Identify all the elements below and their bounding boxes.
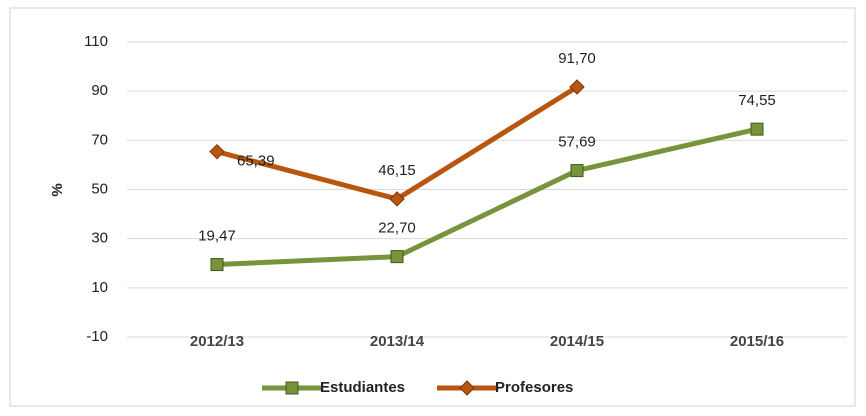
y-tick-label: 10: [91, 279, 108, 296]
x-tick-label: 2012/13: [190, 333, 244, 350]
data-label: 22,70: [378, 220, 416, 237]
x-tick-label: 2015/16: [730, 333, 784, 350]
marker: [570, 164, 584, 178]
marker: [569, 79, 585, 95]
data-label: 74,55: [738, 92, 776, 109]
marker: [285, 381, 299, 395]
y-tick-label: 70: [91, 131, 108, 148]
data-label: 57,69: [558, 134, 596, 151]
x-tick-label: 2014/15: [550, 333, 604, 350]
marker: [389, 191, 405, 207]
y-tick-label: 50: [91, 180, 108, 197]
chart-frame: [9, 7, 856, 407]
y-tick-label: 110: [84, 33, 108, 50]
y-tick-label: -10: [86, 328, 108, 345]
data-label: 65,39: [237, 153, 275, 170]
marker: [750, 122, 764, 136]
marker: [210, 258, 224, 272]
data-label: 46,15: [378, 162, 416, 179]
legend-label: Profesores: [495, 379, 573, 396]
y-tick-label: 90: [91, 82, 108, 99]
y-tick-label: 30: [91, 230, 108, 247]
marker: [459, 380, 475, 396]
y-axis-label: %: [49, 183, 66, 196]
legend-label: Estudiantes: [320, 379, 405, 396]
x-tick-label: 2013/14: [370, 333, 425, 350]
marker: [390, 250, 404, 264]
series-line: [216, 126, 758, 268]
marker: [209, 143, 225, 160]
data-label: 91,70: [558, 50, 596, 67]
data-label: 19,47: [198, 228, 236, 245]
